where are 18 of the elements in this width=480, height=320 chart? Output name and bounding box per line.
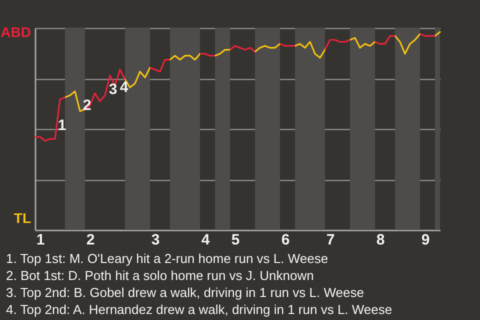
x-tick-label: 4: [201, 232, 210, 248]
x-tick-label: 6: [281, 232, 290, 248]
annotation: 4: [120, 79, 129, 96]
x-tick-label: 2: [86, 232, 95, 248]
text: 4. Top 2nd: A. Hernandez drew a walk, driving in 1 run vs L. Weese: [6, 301, 394, 318]
text: 3. Top 2nd: B. Gobel drew a walk, driving in 1 run vs L. Weese: [6, 284, 365, 301]
x-tick-label: 3: [151, 232, 160, 248]
x-tick-label: 1: [36, 232, 45, 248]
text: 2. Bot 1st: D. Poth hit a solo home run vs J. Unknown: [6, 267, 315, 284]
x-tick-label: 7: [326, 232, 335, 248]
text: ABD: [0, 24, 31, 40]
x-tick-label: 9: [421, 232, 430, 248]
x-tick-label: 8: [376, 232, 385, 248]
annotation: 3: [108, 81, 118, 98]
annotation: 1: [58, 117, 66, 134]
text: TL: [14, 210, 32, 226]
text: 1. Top 1st: M. O'Leary hit a 2-run home run vs L. Weese: [6, 250, 330, 267]
x-tick-label: 5: [231, 232, 240, 248]
